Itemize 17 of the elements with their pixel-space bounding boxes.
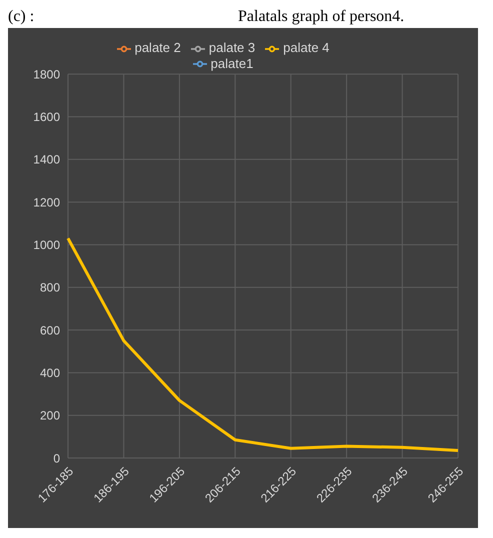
- y-tick-label: 1400: [33, 152, 60, 167]
- y-tick-label: 200: [40, 408, 60, 423]
- text: (c) :: [8, 8, 34, 26]
- legend-label: palate 3: [208, 40, 256, 55]
- y-tick-label: 800: [40, 280, 60, 295]
- legend-label: palate 2: [134, 40, 181, 55]
- y-tick-label: 1800: [33, 67, 60, 82]
- y-tick-label: 400: [40, 366, 60, 380]
- y-tick-label: 1200: [33, 195, 60, 210]
- legend-label: palate1: [210, 56, 254, 71]
- y-tick-label: 0: [53, 451, 60, 466]
- line-series: [66, 236, 460, 452]
- y-tick-label: 1600: [33, 110, 60, 124]
- chart-title: Palatals graph of person4.: [238, 8, 404, 26]
- legend-label: palate 4: [283, 40, 330, 55]
- y-tick-label: 1000: [33, 238, 60, 252]
- y-tick-label: 600: [40, 323, 60, 338]
